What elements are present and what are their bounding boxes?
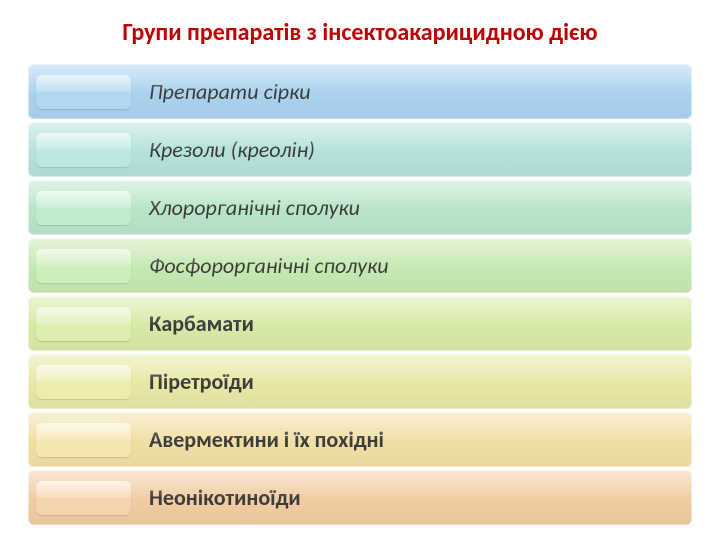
page-title: Групи препаратів з інсектоакарицидною ді… (28, 18, 692, 47)
row-chip (36, 307, 131, 341)
list-row: Неонікотиноїди (28, 470, 692, 525)
row-chip (36, 481, 131, 515)
list-row: Авермектини і їх похідні (28, 412, 692, 467)
row-label: Піретроїди (149, 368, 254, 395)
list-row: Хлорорганічні сполуки (28, 180, 692, 235)
row-chip (36, 423, 131, 457)
row-label: Хлорорганічні сполуки (149, 194, 360, 221)
row-label: Авермектини і їх похідні (149, 426, 384, 453)
row-label: Препарати сірки (149, 78, 311, 105)
list-row: Карбамати (28, 296, 692, 351)
row-chip (36, 133, 131, 167)
list-row: Фосфорорганічні сполуки (28, 238, 692, 293)
list-row: Крезоли (креолін) (28, 122, 692, 177)
category-list: Препарати сірки Крезоли (креолін) Хлорорга… (28, 61, 692, 525)
row-chip (36, 75, 131, 109)
list-row: Препарати сірки (28, 64, 692, 119)
list-row: Піретроїди (28, 354, 692, 409)
row-label: Крезоли (креолін) (149, 136, 315, 163)
row-chip (36, 191, 131, 225)
row-chip (36, 249, 131, 283)
row-label: Неонікотиноїди (149, 484, 301, 511)
row-chip (36, 365, 131, 399)
row-label: Карбамати (149, 310, 254, 337)
row-label: Фосфорорганічні сполуки (149, 252, 389, 279)
